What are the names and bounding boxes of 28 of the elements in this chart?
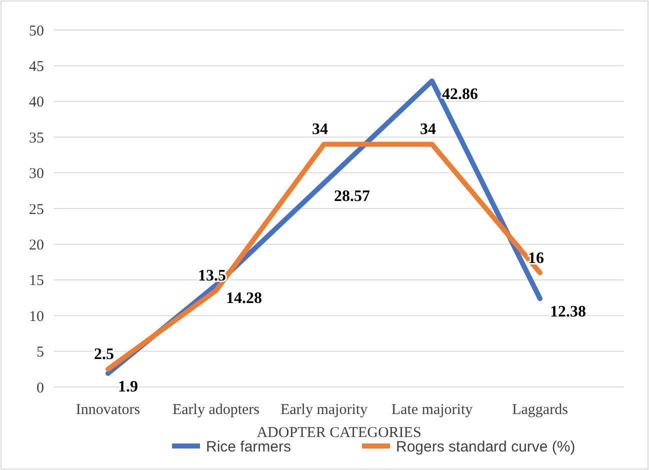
y-tick-label: 0 <box>36 380 44 396</box>
y-tick-label: 20 <box>29 237 44 254</box>
y-tick-label: 35 <box>29 130 44 146</box>
y-tick-label: 10 <box>29 308 44 325</box>
y-tick-label: 5 <box>36 344 44 361</box>
y-tick-label: 45 <box>29 58 44 75</box>
data-label: 2.5 <box>94 346 114 364</box>
legend-label: Rice farmers <box>206 438 292 456</box>
data-label: 12.38 <box>550 304 586 321</box>
y-tick-label: 25 <box>29 202 44 218</box>
legend-label: Rogers standard curve (%) <box>396 438 576 456</box>
x-axis-title: ADOPTER CATEGORIES <box>256 425 422 441</box>
x-tick-label: Laggards <box>512 402 568 418</box>
y-tick-label: 40 <box>29 94 44 111</box>
x-tick-label: Late majority <box>391 402 474 418</box>
data-label: 1.9 <box>118 378 138 396</box>
x-tick-label: Early majority <box>280 402 368 418</box>
data-label: 16 <box>528 250 544 267</box>
data-label: 28.57 <box>334 188 370 206</box>
data-label: 34 <box>420 121 436 138</box>
x-tick-label: Early adopters <box>172 402 260 418</box>
data-label: 34 <box>312 121 328 138</box>
data-label: 42.86 <box>442 86 478 103</box>
y-tick-label: 15 <box>29 273 44 290</box>
y-tick-label: 50 <box>29 23 44 40</box>
x-tick-label: Innovators <box>76 402 140 418</box>
data-label: 14.28 <box>226 290 262 308</box>
y-tick-label: 30 <box>29 166 44 182</box>
